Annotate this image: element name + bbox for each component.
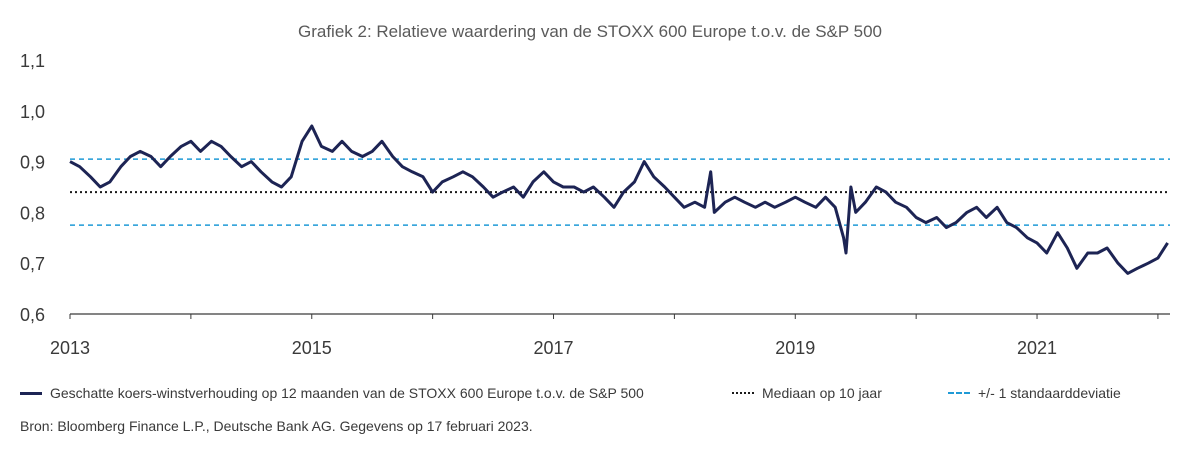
legend-swatch-median bbox=[732, 392, 754, 394]
legend-item-median: Mediaan op 10 jaar bbox=[732, 385, 882, 401]
x-tick-label: 2019 bbox=[775, 338, 815, 358]
legend-item-ratio: Geschatte koers-winstverhouding op 12 ma… bbox=[20, 385, 644, 401]
series-line-ratio bbox=[69, 124, 1169, 275]
y-tick-label: 0,8 bbox=[20, 203, 45, 223]
x-axis-ticks: 2013 2015 2017 2019 2021 bbox=[50, 338, 1057, 358]
chart-title: Grafiek 2: Relatieve waardering van de S… bbox=[298, 22, 882, 41]
legend-item-stddev: +/- 1 standaarddeviatie bbox=[948, 385, 1121, 401]
x-tick-label: 2021 bbox=[1017, 338, 1057, 358]
source-note: Bron: Bloomberg Finance L.P., Deutsche B… bbox=[20, 418, 533, 434]
legend-label-ratio: Geschatte koers-winstverhouding op 12 ma… bbox=[50, 385, 644, 401]
legend-swatch-stddev bbox=[948, 392, 970, 394]
series-group bbox=[69, 124, 1170, 275]
legend-label-median: Mediaan op 10 jaar bbox=[762, 385, 882, 401]
y-tick-label: 0,6 bbox=[20, 305, 45, 325]
legend-swatch-ratio bbox=[20, 391, 42, 395]
x-axis-tickmarks bbox=[69, 314, 1159, 319]
y-tick-label: 0,7 bbox=[20, 254, 45, 274]
y-tick-label: 0,9 bbox=[20, 153, 45, 173]
legend: Geschatte koers-winstverhouding op 12 ma… bbox=[20, 385, 1190, 407]
legend-label-stddev: +/- 1 standaarddeviatie bbox=[978, 385, 1121, 401]
y-tick-label: 1,0 bbox=[20, 102, 45, 122]
y-tick-label: 1,1 bbox=[20, 51, 45, 71]
x-tick-label: 2015 bbox=[292, 338, 332, 358]
x-tick-label: 2013 bbox=[50, 338, 90, 358]
x-tick-label: 2017 bbox=[533, 338, 573, 358]
y-axis-ticks: 0,6 0,7 0,8 0,9 1,0 1,1 bbox=[20, 51, 45, 325]
